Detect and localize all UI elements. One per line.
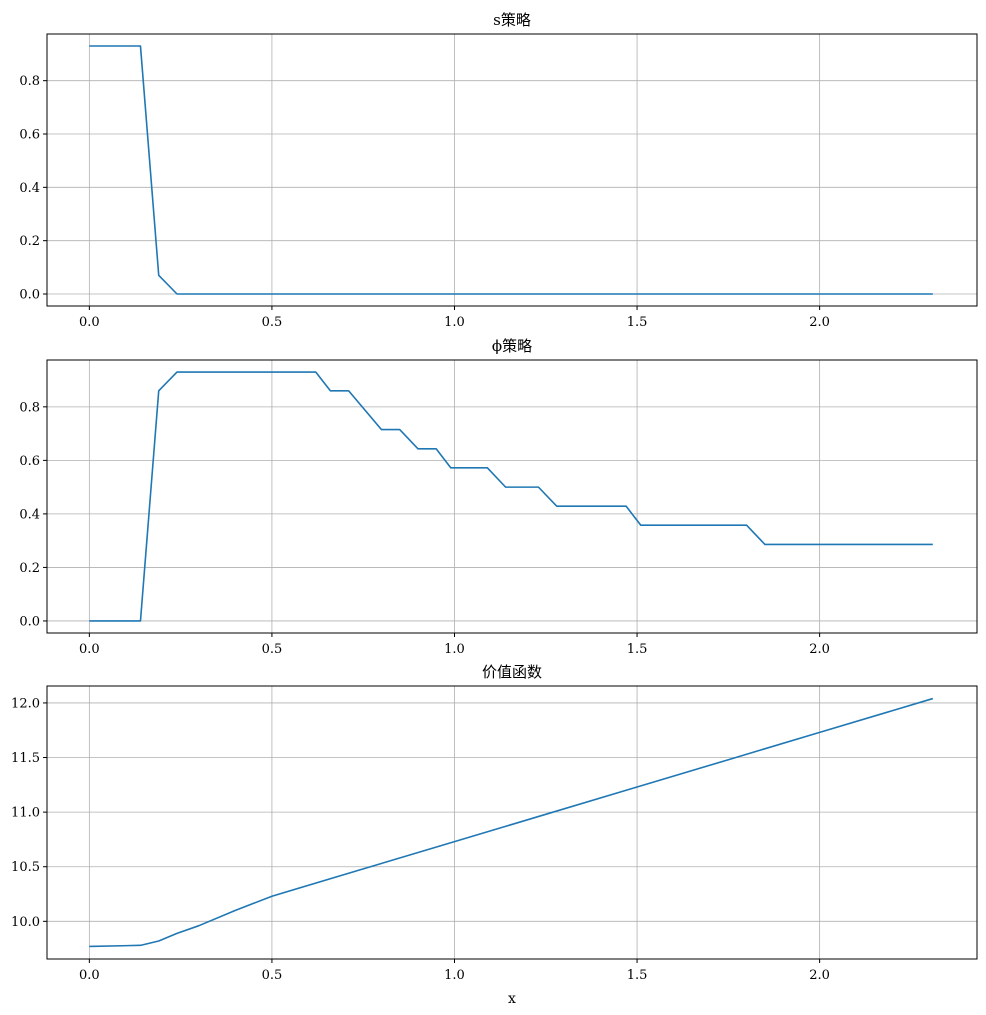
chart-title: 价值函数 bbox=[482, 663, 542, 681]
axes-frame bbox=[46, 685, 978, 960]
y-tick-label: 10.0 bbox=[11, 915, 40, 930]
y-tick-label: 0.4 bbox=[19, 507, 40, 522]
y-tick-label: 0.8 bbox=[19, 74, 40, 89]
chart-title: s策略 bbox=[493, 11, 531, 29]
x-tick-label: 2.0 bbox=[809, 968, 830, 983]
y-tick-label: 0.0 bbox=[19, 614, 40, 629]
y-tick-label: 0.0 bbox=[19, 288, 40, 303]
x-tick-label: 1.0 bbox=[444, 642, 465, 657]
x-tick-label: 1.5 bbox=[627, 968, 648, 983]
y-tick-label: 0.8 bbox=[19, 400, 40, 415]
axes-frame bbox=[46, 33, 978, 307]
series-line bbox=[89, 371, 933, 622]
x-tick-label: 1.5 bbox=[627, 315, 648, 330]
x-tick-label: 0.0 bbox=[79, 315, 100, 330]
chart-panel-1: 0.0 0.5 1.0 1.5 2.0 0.0 0.2 0.4 0.6 0.8 s策略 bbox=[19, 11, 978, 330]
chart-title: ϕ策略 bbox=[492, 337, 532, 355]
x-tick-label: 1.0 bbox=[444, 315, 465, 330]
y-tick-label: 11.0 bbox=[11, 806, 40, 821]
x-tick-label: 0.5 bbox=[262, 315, 283, 330]
series-line bbox=[89, 697, 934, 948]
y-tick-label: 12.0 bbox=[11, 696, 40, 711]
x-tick-label: 1.5 bbox=[627, 642, 648, 657]
y-tick-label: 0.6 bbox=[19, 128, 40, 143]
y-tick-label: 0.4 bbox=[19, 181, 40, 196]
y-tick-label: 11.5 bbox=[11, 751, 40, 766]
y-tick-label: 10.5 bbox=[11, 860, 40, 875]
y-tick-label: 0.2 bbox=[19, 234, 40, 249]
chart-panel-3: 0.0 0.5 1.0 1.5 2.0 10.0 10.5 11.0 11.5 12.0 价值函数 x bbox=[11, 663, 978, 1007]
x-tick-label: 0.0 bbox=[79, 642, 100, 657]
x-tick-label: 1.0 bbox=[444, 968, 465, 983]
axes-frame bbox=[46, 359, 978, 634]
y-tick-label: 0.6 bbox=[19, 454, 40, 469]
x-axis-label: x bbox=[508, 991, 516, 1007]
x-tick-label: 2.0 bbox=[809, 642, 830, 657]
x-tick-label: 2.0 bbox=[809, 315, 830, 330]
x-tick-label: 0.0 bbox=[79, 968, 100, 983]
chart-panel-2: 0.0 0.5 1.0 1.5 2.0 0.0 0.2 0.4 0.6 0.8 ϕ策略 bbox=[19, 337, 978, 657]
x-tick-label: 0.5 bbox=[262, 968, 283, 983]
x-tick-label: 0.5 bbox=[262, 642, 283, 657]
y-tick-label: 0.2 bbox=[19, 561, 40, 576]
series-line bbox=[89, 45, 933, 295]
